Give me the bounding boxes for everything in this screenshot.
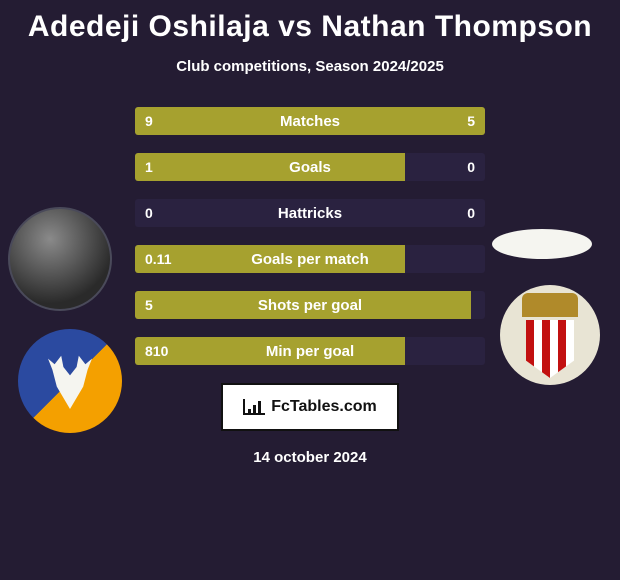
stat-bar-left	[135, 153, 405, 181]
stag-icon	[48, 353, 92, 409]
crest-top-icon	[522, 293, 578, 317]
stat-row: 10Goals	[135, 153, 485, 181]
brand-text: FcTables.com	[271, 398, 377, 416]
footer-date: 14 october 2024	[0, 449, 620, 466]
stat-value-left: 5	[145, 291, 153, 319]
page-title: Adedeji Oshilaja vs Nathan Thompson	[0, 0, 620, 44]
stat-value-left: 9	[145, 107, 153, 135]
stat-bar-left	[135, 337, 405, 365]
stat-row: 5Shots per goal	[135, 291, 485, 319]
stat-value-right: 0	[467, 199, 475, 227]
stat-bar-right	[359, 107, 485, 135]
stat-row: 0 0Hattricks	[135, 199, 485, 227]
stat-row: 95Matches	[135, 107, 485, 135]
brand-badge: FcTables.com	[221, 383, 399, 431]
stat-value-left: 1	[145, 153, 153, 181]
stat-value-left: 0.11	[145, 245, 171, 273]
club-logo-left	[18, 329, 122, 433]
player-photo-right	[492, 229, 592, 259]
comparison-area: 95Matches10Goals00Hattricks0.11Goals per…	[0, 107, 620, 466]
stat-label: Hattricks	[135, 199, 485, 227]
stat-value-left: 0	[145, 199, 153, 227]
stat-value-right: 5	[467, 107, 475, 135]
shield-icon	[526, 320, 574, 378]
stat-bar-left	[135, 107, 359, 135]
stat-value-right: 0	[467, 153, 475, 181]
player-photo-left	[8, 207, 112, 311]
stat-row: 810Min per goal	[135, 337, 485, 365]
stat-bar-left	[135, 245, 405, 273]
stat-bar-left	[135, 291, 471, 319]
stat-row: 0.11Goals per match	[135, 245, 485, 273]
club-logo-right	[500, 285, 600, 385]
stat-value-left: 810	[145, 337, 168, 365]
subtitle: Club competitions, Season 2024/2025	[0, 58, 620, 75]
stat-bars: 95Matches10Goals00Hattricks0.11Goals per…	[135, 107, 485, 365]
chart-icon	[243, 399, 265, 415]
